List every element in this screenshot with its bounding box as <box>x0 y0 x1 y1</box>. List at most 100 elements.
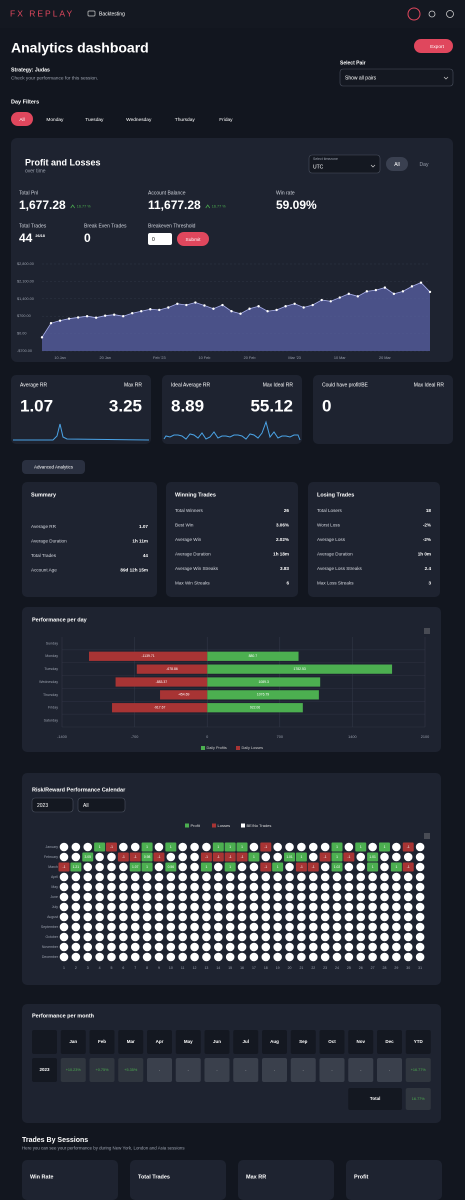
submit-button[interactable] <box>177 232 209 246</box>
empty-day <box>166 902 176 912</box>
filter-button[interactable]: Thursday <box>175 117 196 123</box>
legend-swatch <box>236 746 240 750</box>
threshold-input[interactable] <box>148 233 172 245</box>
day-label: 23 <box>323 966 327 970</box>
cell-value: -1 <box>205 855 208 859</box>
session-card <box>130 1160 226 1200</box>
timezone-label: Select timezone <box>313 157 338 161</box>
empty-day <box>320 862 330 872</box>
nav-link[interactable]: Backtesting <box>99 11 125 17</box>
monthly-title: Performance per month <box>32 1013 95 1019</box>
summary-row-value: 2.02% <box>276 537 289 542</box>
empty-day <box>320 892 330 902</box>
empty-day <box>297 922 306 932</box>
day-label: 30 <box>406 966 410 970</box>
empty-day <box>285 922 294 932</box>
range-button[interactable] <box>386 157 408 171</box>
empty-day <box>202 942 211 952</box>
month-value: +10.23% <box>66 1068 82 1072</box>
empty-day <box>71 912 81 922</box>
pair-select[interactable] <box>339 68 454 87</box>
filter-button[interactable]: Wednesday <box>126 117 152 123</box>
filter-select[interactable] <box>77 797 126 813</box>
advanced-button[interactable] <box>22 460 85 474</box>
empty-day <box>202 912 211 922</box>
empty-day <box>119 932 128 942</box>
empty-day <box>119 862 128 872</box>
empty-day <box>225 922 235 932</box>
empty-day <box>214 872 223 882</box>
empty-day <box>273 852 282 862</box>
month-label: March <box>48 865 58 869</box>
rr-label: Could have profit/BE <box>322 382 369 388</box>
summary-title: Losing Trades <box>317 492 354 498</box>
empty-day <box>344 932 354 942</box>
pnl-point <box>239 312 242 315</box>
summary-row-value: 3 <box>428 581 431 586</box>
filter-button[interactable]: Tuesday <box>85 117 104 123</box>
session-label: Max RR <box>246 1174 266 1180</box>
x-tick-label: 2100 <box>421 735 429 739</box>
empty-day <box>403 852 413 862</box>
cell-value: 1 <box>384 845 386 849</box>
pnl-point <box>428 290 432 294</box>
empty-day <box>237 942 247 952</box>
empty-day <box>344 912 354 922</box>
cell-value: 1 <box>336 845 338 849</box>
calendar-cell <box>200 852 212 862</box>
cell-value: -1 <box>63 865 66 869</box>
empty-day <box>308 912 318 922</box>
empty-day <box>356 862 366 872</box>
calendar-cell <box>94 842 106 852</box>
empty-day <box>403 942 413 952</box>
pnl-point <box>329 300 332 303</box>
filter-button[interactable]: All <box>19 117 24 123</box>
header-cell <box>348 1030 374 1054</box>
month-value: - <box>274 1068 276 1072</box>
day-label: 6 <box>122 966 124 970</box>
theme-toggle[interactable] <box>407 7 421 21</box>
range-button[interactable]: Day <box>420 162 429 168</box>
empty-day <box>415 912 425 922</box>
export-button[interactable] <box>414 39 453 53</box>
empty-day <box>166 872 176 882</box>
filter-button[interactable]: Friday <box>219 117 233 123</box>
empty-day <box>71 882 81 892</box>
cell-value: 1 <box>253 855 255 859</box>
month-header: Apr <box>156 1039 164 1044</box>
range-button[interactable]: All <box>394 162 400 168</box>
submit-label[interactable]: Submit <box>186 237 202 243</box>
calendar-cell <box>212 852 224 862</box>
empty-day <box>380 862 389 872</box>
export-label[interactable]: Export <box>430 44 445 50</box>
month-value: - <box>360 1068 362 1072</box>
calendar-cell <box>141 862 153 872</box>
profile-icon[interactable] <box>446 10 454 18</box>
empty-day <box>225 892 235 902</box>
empty-day <box>261 942 271 952</box>
strategy: Strategy: Judas <box>11 67 50 73</box>
filter-button[interactable] <box>11 112 33 126</box>
calendar-cell <box>58 862 70 872</box>
filter-button[interactable]: Monday <box>46 117 64 123</box>
empty-day <box>190 862 199 872</box>
fullscreen-icon[interactable] <box>428 10 436 18</box>
pnl-point <box>131 312 134 315</box>
advanced-label[interactable]: Advanced Analytics <box>34 465 74 470</box>
empty-day <box>297 942 306 952</box>
day-label: 14 <box>216 966 220 970</box>
empty-day <box>308 882 318 892</box>
day-label: 17 <box>252 966 256 970</box>
month-label: June <box>50 895 58 899</box>
pnl-point <box>122 315 125 318</box>
y-tick-label: $2,800.00 <box>17 262 34 266</box>
bar <box>207 664 393 674</box>
header-cell <box>319 1030 345 1054</box>
empty-day <box>273 942 282 952</box>
empty-day <box>71 852 81 862</box>
timezone-select[interactable] <box>308 154 381 174</box>
year-select[interactable] <box>31 797 74 813</box>
empty-day <box>261 882 271 892</box>
empty-day <box>95 922 104 932</box>
session-card <box>346 1160 442 1200</box>
